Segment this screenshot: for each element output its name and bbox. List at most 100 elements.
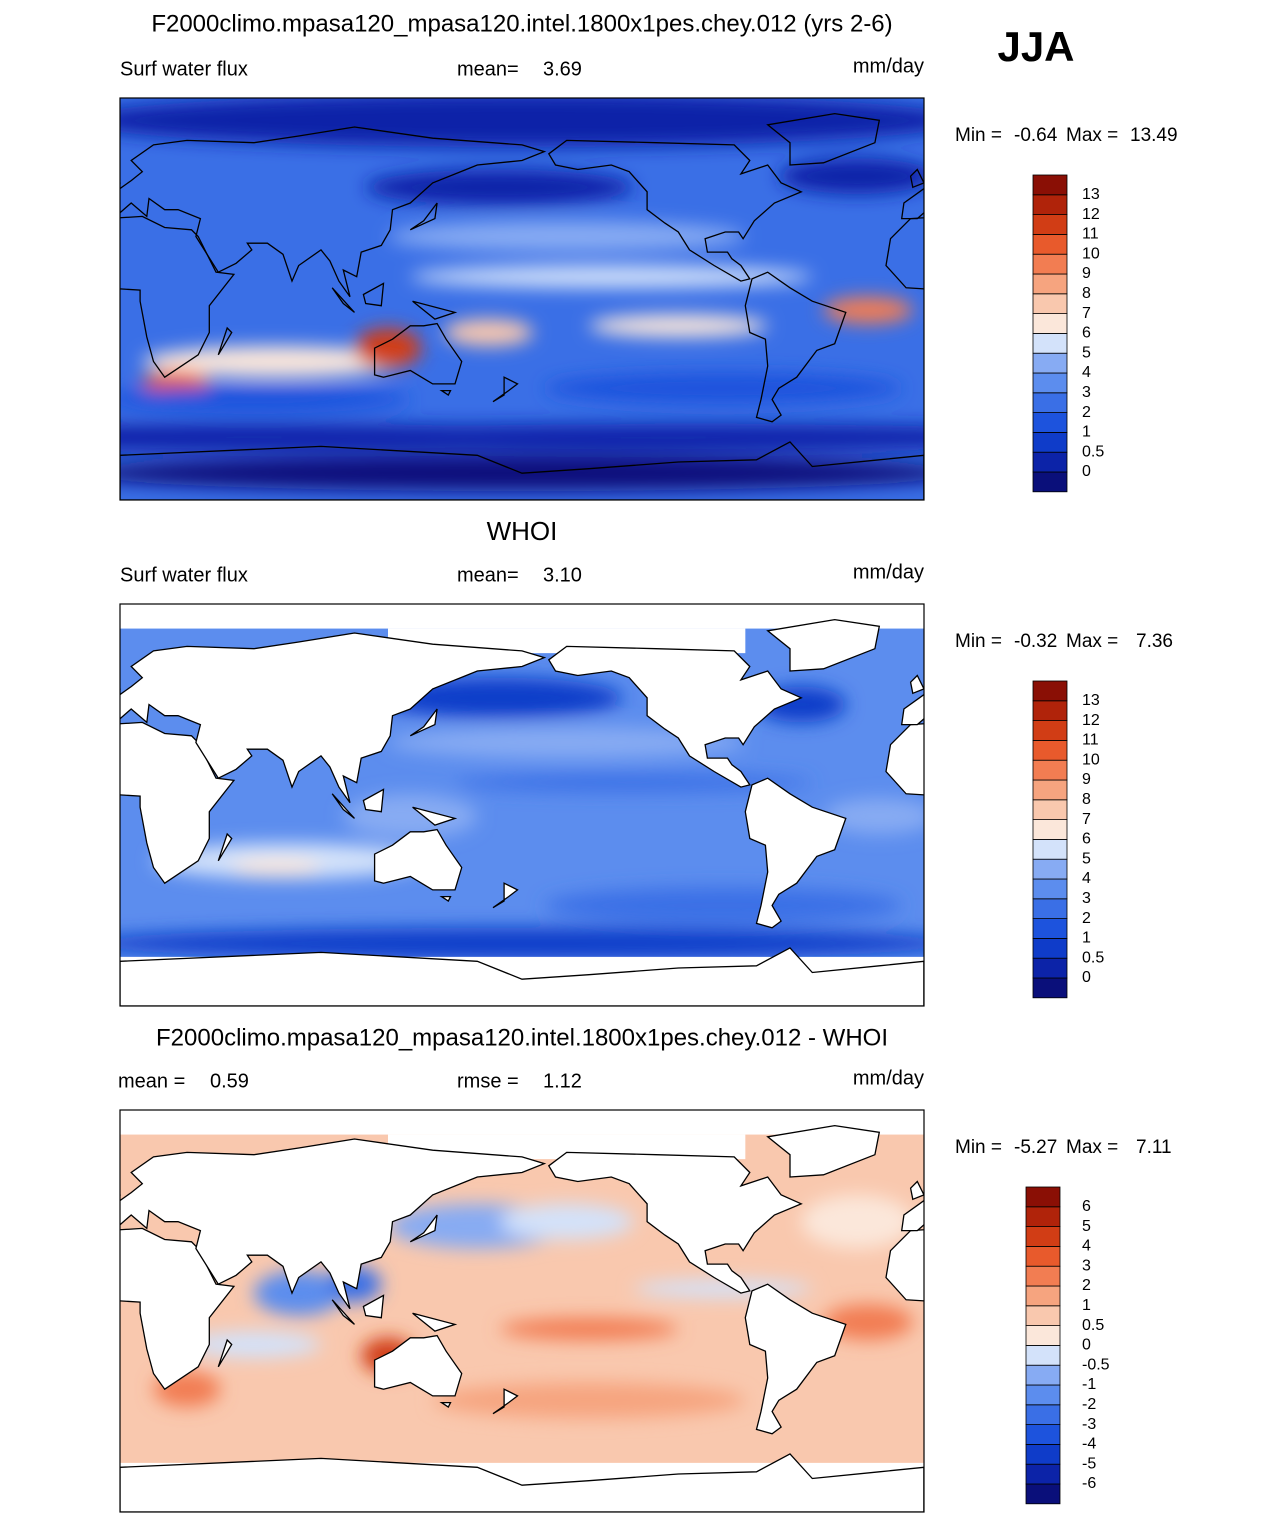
map-field-patch: [365, 169, 634, 206]
units: mm/day: [853, 561, 924, 583]
map-field-patch: [142, 345, 411, 378]
colorbar-label: 1: [1082, 1297, 1091, 1314]
colorbar-label: 4: [1082, 870, 1091, 887]
colorbar-box: [1032, 799, 1068, 820]
colorbar-box: [1032, 412, 1068, 433]
colorbar-box: [1032, 352, 1068, 374]
map-field-patch: [376, 677, 623, 718]
colorbar-label: 8: [1082, 285, 1091, 302]
min-label: Min =: [955, 1137, 1002, 1158]
map-field-patch: [823, 1304, 913, 1341]
map-field-patch: [823, 798, 924, 835]
coastline: [120, 1138, 547, 1310]
map-field: [153, 1194, 913, 1419]
colorbar-label: 3: [1082, 890, 1091, 907]
coastline: [492, 1388, 519, 1415]
colorbar-box: [1025, 1404, 1061, 1426]
colorbar-box: [1032, 878, 1068, 900]
coastline: [744, 271, 847, 423]
colorbar-box: [1032, 918, 1068, 939]
colorbar-label: 1: [1082, 424, 1091, 441]
colorbar-box: [1025, 1325, 1061, 1346]
min-value: -0.32: [1014, 631, 1057, 652]
colorbar-box: [1032, 839, 1068, 860]
max-label: Max =: [1066, 631, 1118, 652]
coastline: [1217, 301, 1259, 319]
panel-title: WHOI: [487, 516, 558, 546]
colorbar-label: 2: [1082, 1277, 1091, 1294]
coastline: [923, 454, 924, 500]
colorbar-box: [1032, 740, 1068, 761]
colorbar-label: 4: [1082, 364, 1091, 381]
coastline: [120, 1227, 236, 1391]
colorbar-box: [1032, 680, 1068, 702]
coastline: [492, 882, 519, 909]
stat-value: 3.69: [543, 58, 582, 80]
colorbar-box: [1032, 214, 1068, 235]
coastline: [885, 1229, 924, 1302]
colorbar-label: 12: [1082, 712, 1100, 729]
coastline: [120, 687, 121, 690]
coastline: [1179, 1336, 1266, 1396]
coastline: [362, 1294, 385, 1319]
coastline: [1136, 1300, 1158, 1325]
colorbar-box: [1032, 957, 1068, 979]
stat-label: rmse =: [457, 1070, 519, 1092]
colorbar-box: [1032, 451, 1068, 473]
coastline: [373, 322, 463, 385]
coastline: [1179, 324, 1266, 384]
missing-data: [120, 604, 924, 629]
map-field-patch: [231, 424, 924, 451]
coastline: [373, 1334, 463, 1397]
colorbar-label: 3: [1082, 1257, 1091, 1274]
colorbar-box: [1032, 372, 1068, 394]
colorbar-label: 6: [1082, 325, 1091, 342]
map-field-patch: [410, 265, 813, 288]
colorbar-box: [1025, 1285, 1061, 1307]
coastline: [1136, 288, 1158, 313]
colorbar-label: -5: [1082, 1455, 1096, 1472]
coastline: [120, 126, 547, 298]
map-frame: [119, 1109, 925, 1513]
colorbar-box: [1025, 1424, 1061, 1445]
stat-label: mean=: [457, 58, 519, 80]
colorbar-box: [1025, 1305, 1061, 1327]
colorbar-label: 0.5: [1082, 1317, 1104, 1334]
coastline: [120, 181, 121, 184]
colorbar-label: 5: [1082, 850, 1091, 867]
variable-name: Surf water flux: [120, 58, 248, 80]
coastline: [412, 806, 458, 826]
colorbar-label: 2: [1082, 404, 1091, 421]
coastline: [744, 777, 847, 929]
colorbar-label: 6: [1082, 831, 1091, 848]
coastline: [1217, 807, 1259, 825]
colorbar-box: [1032, 759, 1068, 781]
coastline: [217, 326, 233, 356]
colorbar-box: [1032, 938, 1068, 959]
colorbar-label: 7: [1082, 305, 1091, 322]
colorbar-label: 5: [1082, 1218, 1091, 1235]
colorbar-box: [1025, 1265, 1061, 1287]
coastline: [373, 828, 463, 891]
coastline: [909, 674, 924, 695]
coastline: [1246, 897, 1255, 901]
colorbar-label: 2: [1082, 910, 1091, 927]
coastline: [766, 1124, 881, 1178]
stat-label: mean=: [457, 564, 519, 586]
min-label: Min =: [955, 125, 1002, 146]
colorbar-label: -0.5: [1082, 1356, 1110, 1373]
colorbar-box: [1032, 779, 1068, 801]
map-field-patch: [388, 726, 746, 759]
map-field-patch: [589, 314, 768, 337]
colorbar-box: [1032, 977, 1068, 999]
max-value: 7.36: [1136, 631, 1173, 652]
colorbar-label: 10: [1082, 751, 1100, 768]
units: mm/day: [853, 1067, 924, 1089]
coastline: [766, 112, 881, 166]
colorbar-box: [1025, 1246, 1061, 1267]
colorbar-label: -4: [1082, 1436, 1096, 1453]
map-field-patch: [443, 319, 534, 346]
map-field-patch: [187, 1331, 321, 1358]
coastline: [1217, 1313, 1259, 1331]
